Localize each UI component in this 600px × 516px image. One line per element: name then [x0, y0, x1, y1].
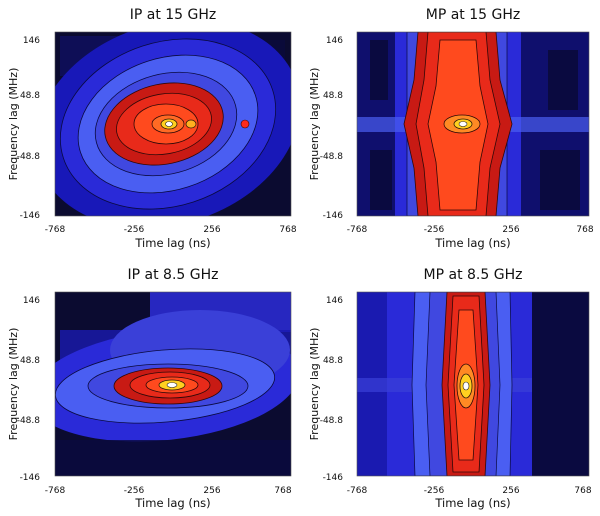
x-tick-label: 768: [274, 486, 291, 496]
y-axis-label: Frequency lag (MHz): [7, 68, 20, 181]
x-axis-label: Time lag (ns): [434, 496, 510, 510]
x-tick-label: -768: [347, 225, 368, 235]
y-tick-label: 48.8: [20, 356, 40, 366]
x-axis-label: Time lag (ns): [434, 236, 510, 250]
x-tick-label: 256: [502, 486, 519, 496]
x-tick-label: -256: [424, 486, 445, 496]
y-tick-label: 146: [326, 36, 343, 46]
panel-ip-8-5ghz: IP at 8.5 GHz 146 48.8 -48.8 -146 -768 -…: [7, 267, 292, 510]
y-tick-label: 48.8: [323, 91, 343, 101]
heatmap-peak-core: [166, 382, 178, 388]
x-tick-label: 768: [574, 486, 591, 496]
x-axis-label: Time lag (ns): [134, 496, 210, 510]
y-tick-label: -146: [323, 211, 344, 221]
y-tick-label: 146: [23, 296, 40, 306]
y-tick-label: -146: [323, 473, 344, 483]
x-tick-label: 256: [203, 486, 220, 496]
heatmap-patch: [532, 292, 589, 476]
heatmap-plot: [55, 32, 291, 216]
x-tick-label: -256: [124, 225, 145, 235]
y-tick-label: -146: [20, 211, 41, 221]
plot-frame: [54, 31, 292, 217]
heatmap-patch: [370, 150, 392, 210]
y-axis-label: Frequency lag (MHz): [7, 328, 20, 441]
x-tick-label: -256: [424, 225, 445, 235]
heatmap-plot: [357, 292, 589, 476]
y-axis-label: Frequency lag (MHz): [308, 328, 321, 441]
chart-title: IP at 8.5 GHz: [128, 267, 219, 283]
heatmap-patch: [540, 150, 580, 210]
heatmap-side-peak: [185, 119, 197, 129]
chart-title: MP at 15 GHz: [426, 7, 520, 23]
heatmap-peak-core: [462, 381, 470, 391]
x-tick-label: -768: [45, 225, 66, 235]
y-tick-label: -48.8: [320, 152, 344, 162]
heatmap-patch: [370, 40, 388, 100]
y-tick-label: 48.8: [20, 91, 40, 101]
heatmap-peak-core: [458, 121, 468, 127]
x-tick-label: -768: [45, 486, 66, 496]
chart-title: MP at 8.5 GHz: [424, 267, 523, 283]
x-tick-label: -768: [347, 486, 368, 496]
heatmap-patch: [548, 50, 578, 110]
plot-frame: [356, 31, 590, 217]
heatmap-peak-core: [165, 121, 173, 127]
x-axis-label: Time lag (ns): [134, 236, 210, 250]
panel-mp-15ghz: MP at 15 GHz 146 48.8 -48.8 -146 -768 -2…: [308, 7, 594, 250]
y-tick-label: -146: [20, 473, 41, 483]
y-tick-label: -48.8: [17, 152, 41, 162]
chart-title: IP at 15 GHz: [130, 7, 217, 23]
x-tick-label: 256: [502, 225, 519, 235]
panel-ip-15ghz: IP at 15 GHz 146 48.8 -48.8 -146 -768 -2…: [7, 7, 297, 250]
x-tick-label: 256: [203, 225, 220, 235]
y-tick-label: 146: [23, 36, 40, 46]
y-tick-label: 146: [326, 296, 343, 306]
panel-mp-8-5ghz: MP at 8.5 GHz 146 48.8 -48.8 -146 -768 -…: [308, 267, 592, 510]
x-tick-label: -256: [124, 486, 145, 496]
heatmap-plot: [55, 292, 291, 476]
x-tick-label: 768: [279, 225, 296, 235]
heatmap-plot: [357, 32, 589, 216]
heatmap-patch: [55, 440, 291, 476]
x-tick-label: 768: [576, 225, 593, 235]
y-tick-label: 48.8: [323, 356, 343, 366]
heatmap-side-peak: [240, 119, 250, 129]
y-tick-label: -48.8: [17, 416, 41, 426]
y-tick-label: -48.8: [320, 416, 344, 426]
plot-frame: [54, 291, 292, 477]
y-axis-label: Frequency lag (MHz): [308, 68, 321, 181]
plot-frame: [356, 291, 590, 477]
